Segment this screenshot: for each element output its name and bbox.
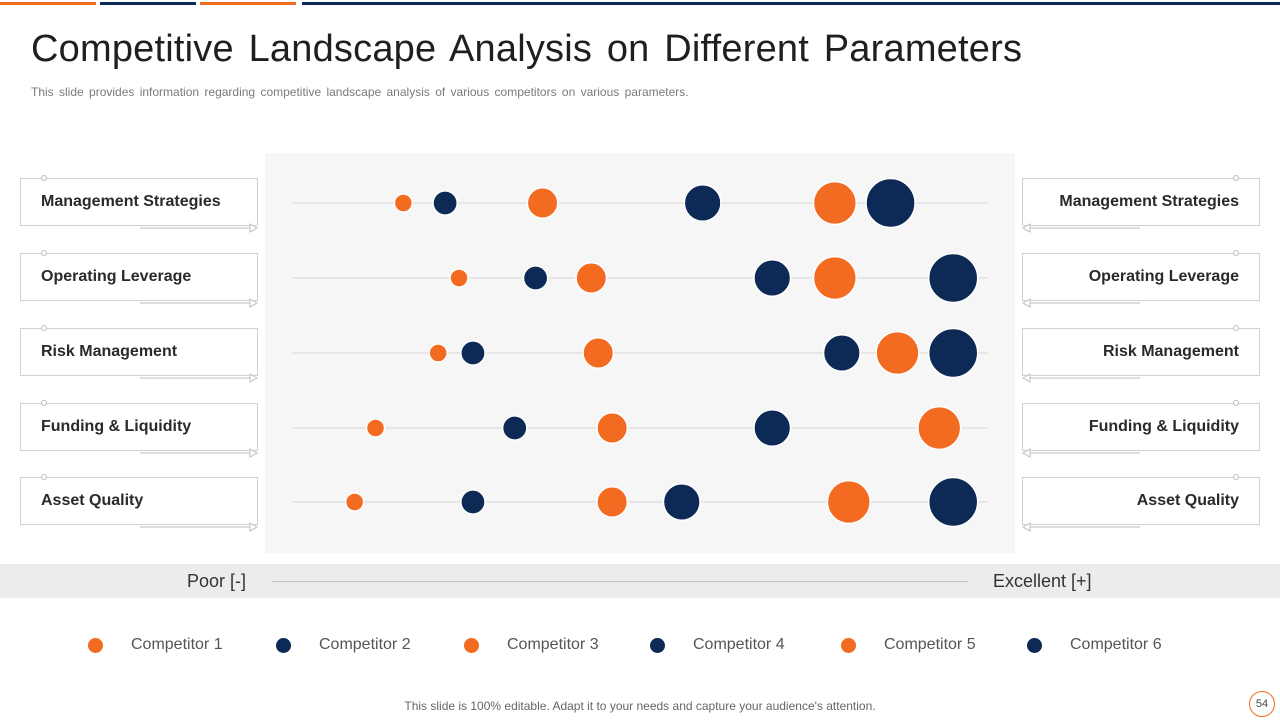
connector-arrow-left-risk-management [249,373,259,383]
point-competitor-6-operating-leverage [927,252,979,304]
point-competitor-4-risk-management [822,333,861,373]
legend-item-competitor-2: Competitor 2 [276,634,411,656]
legend-dot-competitor-3 [464,637,479,653]
footer-note: This slide is 100% editable. Adapt it to… [404,699,876,713]
accent-bar-2 [100,2,196,5]
point-competitor-6-asset-quality [927,476,979,528]
connector-dot-right-management-strategies [1233,175,1239,181]
connector-arrow-left-management-strategies [249,223,259,233]
parameter-label-left-operating-leverage: Operating Leverage [20,253,258,301]
point-competitor-2-asset-quality [460,489,486,515]
point-competitor-1-risk-management [428,343,448,363]
parameter-label-right-operating-leverage: Operating Leverage [1022,253,1260,301]
connector-dot-right-operating-leverage [1233,250,1239,256]
point-competitor-2-management-strategies [432,190,458,216]
point-competitor-5-operating-leverage [812,255,858,301]
point-competitor-5-risk-management [875,330,920,376]
connector-dot-right-funding-and-liquidity [1233,400,1239,406]
legend-dot-competitor-2 [276,637,291,653]
legend-item-competitor-1: Competitor 1 [88,634,223,656]
point-competitor-4-operating-leverage [753,258,792,298]
connector-arrow-right-funding-and-liquidity [1021,448,1031,458]
connector-dot-right-asset-quality [1233,474,1239,480]
scale-line [272,581,968,582]
connector-arrow-left-funding-and-liquidity [249,448,259,458]
scale-excellent-label: Excellent [+] [993,571,1092,591]
parameter-label-left-risk-management: Risk Management [20,328,258,376]
legend-dot-competitor-5 [841,637,856,653]
point-competitor-1-operating-leverage [449,268,469,288]
point-competitor-2-risk-management [460,340,486,366]
legend-label: Competitor 6 [1070,636,1162,653]
parameter-label-right-funding-and-liquidity: Funding & Liquidity [1022,403,1260,451]
parameter-label-left-management-strategies: Management Strategies [20,178,258,226]
point-competitor-4-funding-and-liquidity [753,408,792,448]
point-competitor-3-operating-leverage [575,262,608,294]
legend-label: Competitor 2 [319,636,411,653]
parameter-label-right-asset-quality: Asset Quality [1022,477,1260,525]
connector-arrow-right-asset-quality [1021,522,1031,532]
page-number: 54 [1249,691,1275,717]
connector-dot-left-asset-quality [41,474,47,480]
accent-bar-3 [200,2,296,5]
point-competitor-2-operating-leverage [522,265,549,291]
connector-arrow-right-risk-management [1021,373,1031,383]
point-competitor-3-risk-management [582,337,615,369]
point-competitor-4-management-strategies [683,183,722,223]
page-title: Competitive Landscape Analysis on Differ… [31,28,1023,70]
connector-dot-left-management-strategies [41,175,47,181]
accent-bar-4 [302,2,1280,5]
legend-item-competitor-3: Competitor 3 [464,634,599,656]
parameter-label-left-asset-quality: Asset Quality [20,477,258,525]
parameter-label-right-risk-management: Risk Management [1022,328,1260,376]
legend-label: Competitor 4 [693,636,785,653]
parameter-label-left-funding-and-liquidity: Funding & Liquidity [20,403,258,451]
legend-label: Competitor 3 [507,636,599,653]
point-competitor-5-management-strategies [812,180,858,226]
connector-dot-right-risk-management [1233,325,1239,331]
point-competitor-5-funding-and-liquidity [917,405,962,451]
legend-dot-competitor-4 [650,637,665,653]
point-competitor-3-funding-and-liquidity [596,412,629,444]
parameter-label-right-management-strategies: Management Strategies [1022,178,1260,226]
point-competitor-3-management-strategies [526,187,559,219]
scale-poor-label: Poor [-] [187,571,247,591]
legend-dot-competitor-6 [1027,637,1042,653]
legend-item-competitor-4: Competitor 4 [650,634,785,656]
page-subtitle: This slide provides information regardin… [31,85,689,99]
point-competitor-1-management-strategies [393,193,414,213]
point-competitor-2-funding-and-liquidity [501,415,528,441]
point-competitor-1-funding-and-liquidity [365,418,386,438]
connector-arrow-right-management-strategies [1021,223,1031,233]
point-competitor-1-asset-quality [344,492,365,512]
connector-dot-left-operating-leverage [41,250,47,256]
legend-label: Competitor 1 [131,636,223,653]
connector-arrow-right-operating-leverage [1021,298,1031,308]
connector-arrow-left-asset-quality [249,522,259,532]
connector-dot-left-funding-and-liquidity [41,400,47,406]
point-competitor-4-asset-quality [662,482,701,522]
legend-item-competitor-5: Competitor 5 [841,634,976,656]
connector-arrow-left-operating-leverage [249,298,259,308]
point-competitor-6-management-strategies [865,177,916,229]
accent-bar-1 [0,2,96,5]
legend-item-competitor-6: Competitor 6 [1027,634,1162,656]
point-competitor-5-asset-quality [826,479,871,525]
point-competitor-6-risk-management [927,327,979,379]
point-competitor-3-asset-quality [596,486,629,518]
legend-label: Competitor 5 [884,636,976,653]
connector-dot-left-risk-management [41,325,47,331]
legend-dot-competitor-1 [88,637,103,653]
